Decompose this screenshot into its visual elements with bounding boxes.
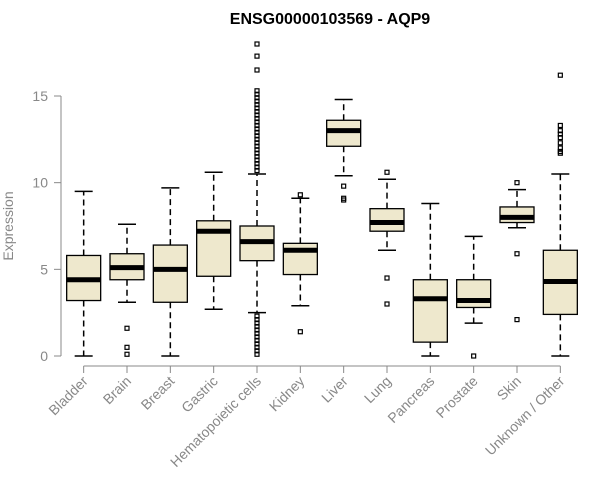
outlier-point [254, 167, 260, 174]
y-tick-label: 0 [40, 348, 48, 364]
y-tick-label: 10 [32, 175, 48, 191]
box-skin [499, 180, 535, 323]
box-bladder [66, 190, 102, 357]
chart-title: ENSG00000103569 - AQP9 [230, 11, 431, 28]
x-tick-label: Lung [361, 373, 394, 406]
outlier-point [254, 351, 260, 357]
outlier-point [557, 140, 563, 146]
x-tick-label: Liver [318, 373, 351, 406]
outlier-point [557, 122, 563, 129]
outlier-point [384, 169, 390, 175]
outlier-point [514, 180, 520, 186]
box-iqr [152, 244, 188, 303]
outlier-point [124, 325, 130, 331]
box-pancreas [412, 202, 448, 357]
x-tick-label: Breast [138, 373, 178, 413]
outlier-point [254, 41, 260, 47]
outlier-point [514, 317, 520, 323]
box-kidney [282, 192, 318, 335]
x-tick-label: Unknown / Other [482, 373, 568, 459]
y-axis-label: Expression [0, 191, 16, 260]
box-unknown-other [542, 72, 578, 357]
outlier-point [384, 275, 390, 281]
outlier-point [557, 150, 563, 156]
outlier-point [254, 53, 260, 59]
outlier-point [341, 183, 347, 189]
x-tick-label: Kidney [266, 373, 308, 415]
y-axis: 0 5 10 15 [32, 88, 62, 364]
outlier-point [471, 353, 477, 359]
x-tick-label: Prostate [433, 373, 481, 421]
box-iqr [456, 279, 492, 309]
x-tick-label: Skin [494, 373, 525, 404]
box-breast [152, 187, 188, 357]
box-iqr [326, 119, 362, 147]
boxes-group [66, 41, 578, 359]
box-brain [109, 223, 145, 357]
y-tick-label: 15 [32, 88, 48, 104]
outlier-point [384, 301, 390, 307]
box-iqr [499, 206, 535, 224]
y-tick-label: 5 [40, 261, 48, 277]
x-tick-label: Bladder [45, 373, 91, 419]
outlier-point [124, 351, 130, 357]
outlier-point [557, 72, 563, 78]
x-tick-label: Brain [100, 373, 134, 407]
x-tick-label: Pancreas [384, 373, 437, 426]
x-tick-label: Gastric [178, 373, 221, 416]
box-gastric [196, 171, 232, 310]
outlier-point [254, 67, 260, 73]
outlier-point [124, 344, 130, 350]
outlier-point [297, 329, 303, 335]
box-liver [326, 98, 362, 203]
outlier-point [341, 197, 347, 203]
outlier-point [557, 135, 563, 141]
box-lung [369, 169, 405, 307]
box-iqr [412, 279, 448, 343]
outlier-point [514, 251, 520, 257]
box-prostate [456, 235, 492, 359]
box-hematopoietic-cells [239, 41, 275, 357]
box-iqr [369, 208, 405, 232]
outlier-point [297, 192, 303, 198]
